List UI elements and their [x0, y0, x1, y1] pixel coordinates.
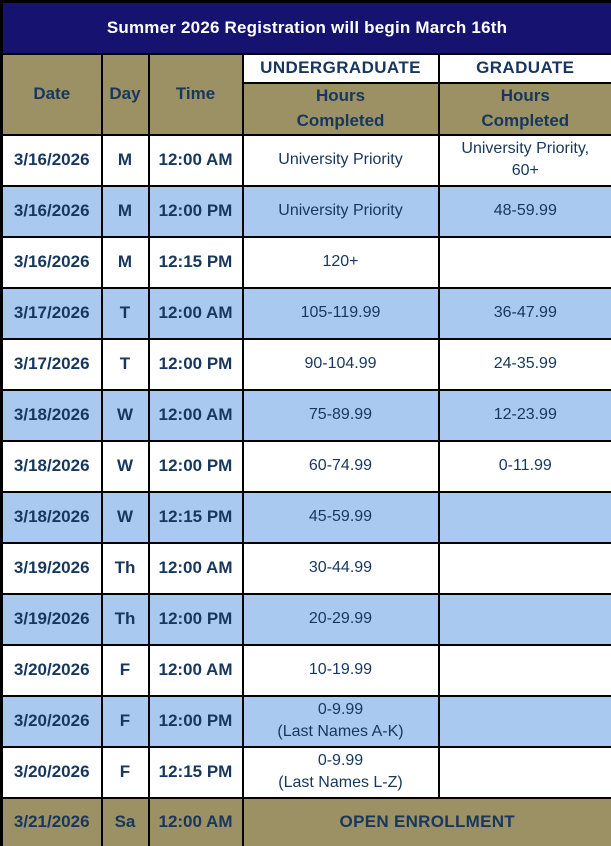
col-header-day: Day [100, 52, 150, 136]
cell-day: W [100, 439, 150, 493]
cell-graduate-hours [437, 694, 611, 748]
table-row: 3/16/2026 M 12:15 PM 120+ [0, 235, 611, 289]
cell-time: 12:00 AM [147, 796, 244, 846]
banner-row: Summer 2026 Registration will begin Marc… [0, 0, 611, 55]
cell-day: M [100, 235, 150, 289]
cell-day: W [100, 388, 150, 442]
cell-undergraduate-hours: 0-9.99 (Last Names A-K) [241, 694, 440, 748]
table-row: 3/20/2026 F 12:15 PM 0-9.99 (Last Names … [0, 745, 611, 799]
cell-day: F [100, 745, 150, 799]
cell-date: 3/20/2026 [0, 745, 103, 799]
cell-time: 12:00 AM [147, 133, 244, 187]
header-sub-row: Hours Completed Hours Completed [2, 81, 611, 136]
table-row: 3/18/2026 W 12:15 PM 45-59.99 [0, 490, 611, 544]
table-row: 3/17/2026 T 12:00 PM 90-104.99 24-35.99 [0, 337, 611, 391]
table-row: 3/18/2026 W 12:00 AM 75-89.99 12-23.99 [0, 388, 611, 442]
cell-undergraduate-hours: 120+ [241, 235, 440, 289]
table-row: 3/19/2026 Th 12:00 PM 20-29.99 [0, 592, 611, 646]
cell-graduate-hours: 12-23.99 [437, 388, 611, 442]
cell-time: 12:00 AM [147, 643, 244, 697]
cell-day: T [100, 286, 150, 340]
cell-undergraduate-hours: University Priority [241, 133, 440, 187]
cell-time: 12:00 PM [147, 337, 244, 391]
col-subheader-undergraduate-hours: Hours Completed [241, 81, 440, 136]
cell-date: 3/20/2026 [0, 643, 103, 697]
cell-date: 3/21/2026 [0, 796, 103, 846]
cell-day: M [100, 133, 150, 187]
col-header-time: Time [147, 52, 244, 136]
cell-day: F [100, 643, 150, 697]
cell-graduate-hours: 36-47.99 [437, 286, 611, 340]
cell-graduate-hours [437, 490, 611, 544]
col-header-graduate: GRADUATE [437, 52, 611, 84]
cell-time: 12:15 PM [147, 235, 244, 289]
table-row: 3/16/2026 M 12:00 AM University Priority… [0, 133, 611, 187]
cell-date: 3/20/2026 [0, 694, 103, 748]
col-subheader-graduate-hours: Hours Completed [437, 81, 611, 136]
cell-time: 12:00 PM [147, 439, 244, 493]
page-title: Summer 2026 Registration will begin Marc… [0, 0, 611, 55]
cell-graduate-hours [437, 745, 611, 799]
col-header-undergraduate: UNDERGRADUATE [241, 52, 440, 84]
cell-graduate-hours: 24-35.99 [437, 337, 611, 391]
cell-time: 12:00 PM [147, 592, 244, 646]
cell-undergraduate-hours: 90-104.99 [241, 337, 440, 391]
cell-date: 3/16/2026 [0, 184, 103, 238]
cell-date: 3/16/2026 [0, 133, 103, 187]
cell-time: 12:00 AM [147, 541, 244, 595]
cell-undergraduate-hours: 60-74.99 [241, 439, 440, 493]
cell-date: 3/19/2026 [0, 592, 103, 646]
cell-time: 12:00 AM [147, 286, 244, 340]
cell-day: M [100, 184, 150, 238]
table-row: 3/16/2026 M 12:00 PM University Priority… [0, 184, 611, 238]
cell-graduate-hours: 48-59.99 [437, 184, 611, 238]
col-header-date: Date [0, 52, 103, 136]
cell-day: W [100, 490, 150, 544]
cell-time: 12:00 AM [147, 388, 244, 442]
cell-graduate-hours [437, 541, 611, 595]
cell-undergraduate-hours: 20-29.99 [241, 592, 440, 646]
cell-graduate-hours [437, 235, 611, 289]
cell-undergraduate-hours: 105-119.99 [241, 286, 440, 340]
cell-time: 12:15 PM [147, 490, 244, 544]
cell-graduate-hours: 0-11.99 [437, 439, 611, 493]
cell-undergraduate-hours: 10-19.99 [241, 643, 440, 697]
cell-undergraduate-hours: 30-44.99 [241, 541, 440, 595]
cell-date: 3/18/2026 [0, 490, 103, 544]
cell-day: F [100, 694, 150, 748]
table-row: 3/20/2026 F 12:00 PM 0-9.99 (Last Names … [0, 694, 611, 748]
cell-time: 12:00 PM [147, 694, 244, 748]
cell-day: Th [100, 541, 150, 595]
header-group-row: Date Day Time UNDERGRADUATE GRADUATE [0, 52, 611, 136]
cell-graduate-hours [437, 592, 611, 646]
table-row: 3/20/2026 F 12:00 AM 10-19.99 [0, 643, 611, 697]
cell-date: 3/19/2026 [0, 541, 103, 595]
cell-date: 3/17/2026 [0, 337, 103, 391]
cell-undergraduate-hours: 0-9.99 (Last Names L-Z) [241, 745, 440, 799]
table-row: 3/18/2026 W 12:00 PM 60-74.99 0-11.99 [0, 439, 611, 493]
cell-time: 12:00 PM [147, 184, 244, 238]
cell-open-enrollment: OPEN ENROLLMENT [241, 796, 611, 846]
cell-time: 12:15 PM [147, 745, 244, 799]
cell-date: 3/18/2026 [0, 439, 103, 493]
cell-day: Sa [100, 796, 150, 846]
cell-undergraduate-hours: University Priority [241, 184, 440, 238]
cell-date: 3/16/2026 [0, 235, 103, 289]
cell-graduate-hours: University Priority, 60+ [437, 133, 611, 187]
table-row-open-enrollment: 3/21/2026 Sa 12:00 AM OPEN ENROLLMENT [0, 796, 611, 846]
cell-day: Th [100, 592, 150, 646]
table-row: 3/19/2026 Th 12:00 AM 30-44.99 [0, 541, 611, 595]
cell-undergraduate-hours: 75-89.99 [241, 388, 440, 442]
cell-day: T [100, 337, 150, 391]
table-row: 3/17/2026 T 12:00 AM 105-119.99 36-47.99 [0, 286, 611, 340]
cell-date: 3/18/2026 [0, 388, 103, 442]
cell-undergraduate-hours: 45-59.99 [241, 490, 440, 544]
cell-graduate-hours [437, 643, 611, 697]
cell-date: 3/17/2026 [0, 286, 103, 340]
